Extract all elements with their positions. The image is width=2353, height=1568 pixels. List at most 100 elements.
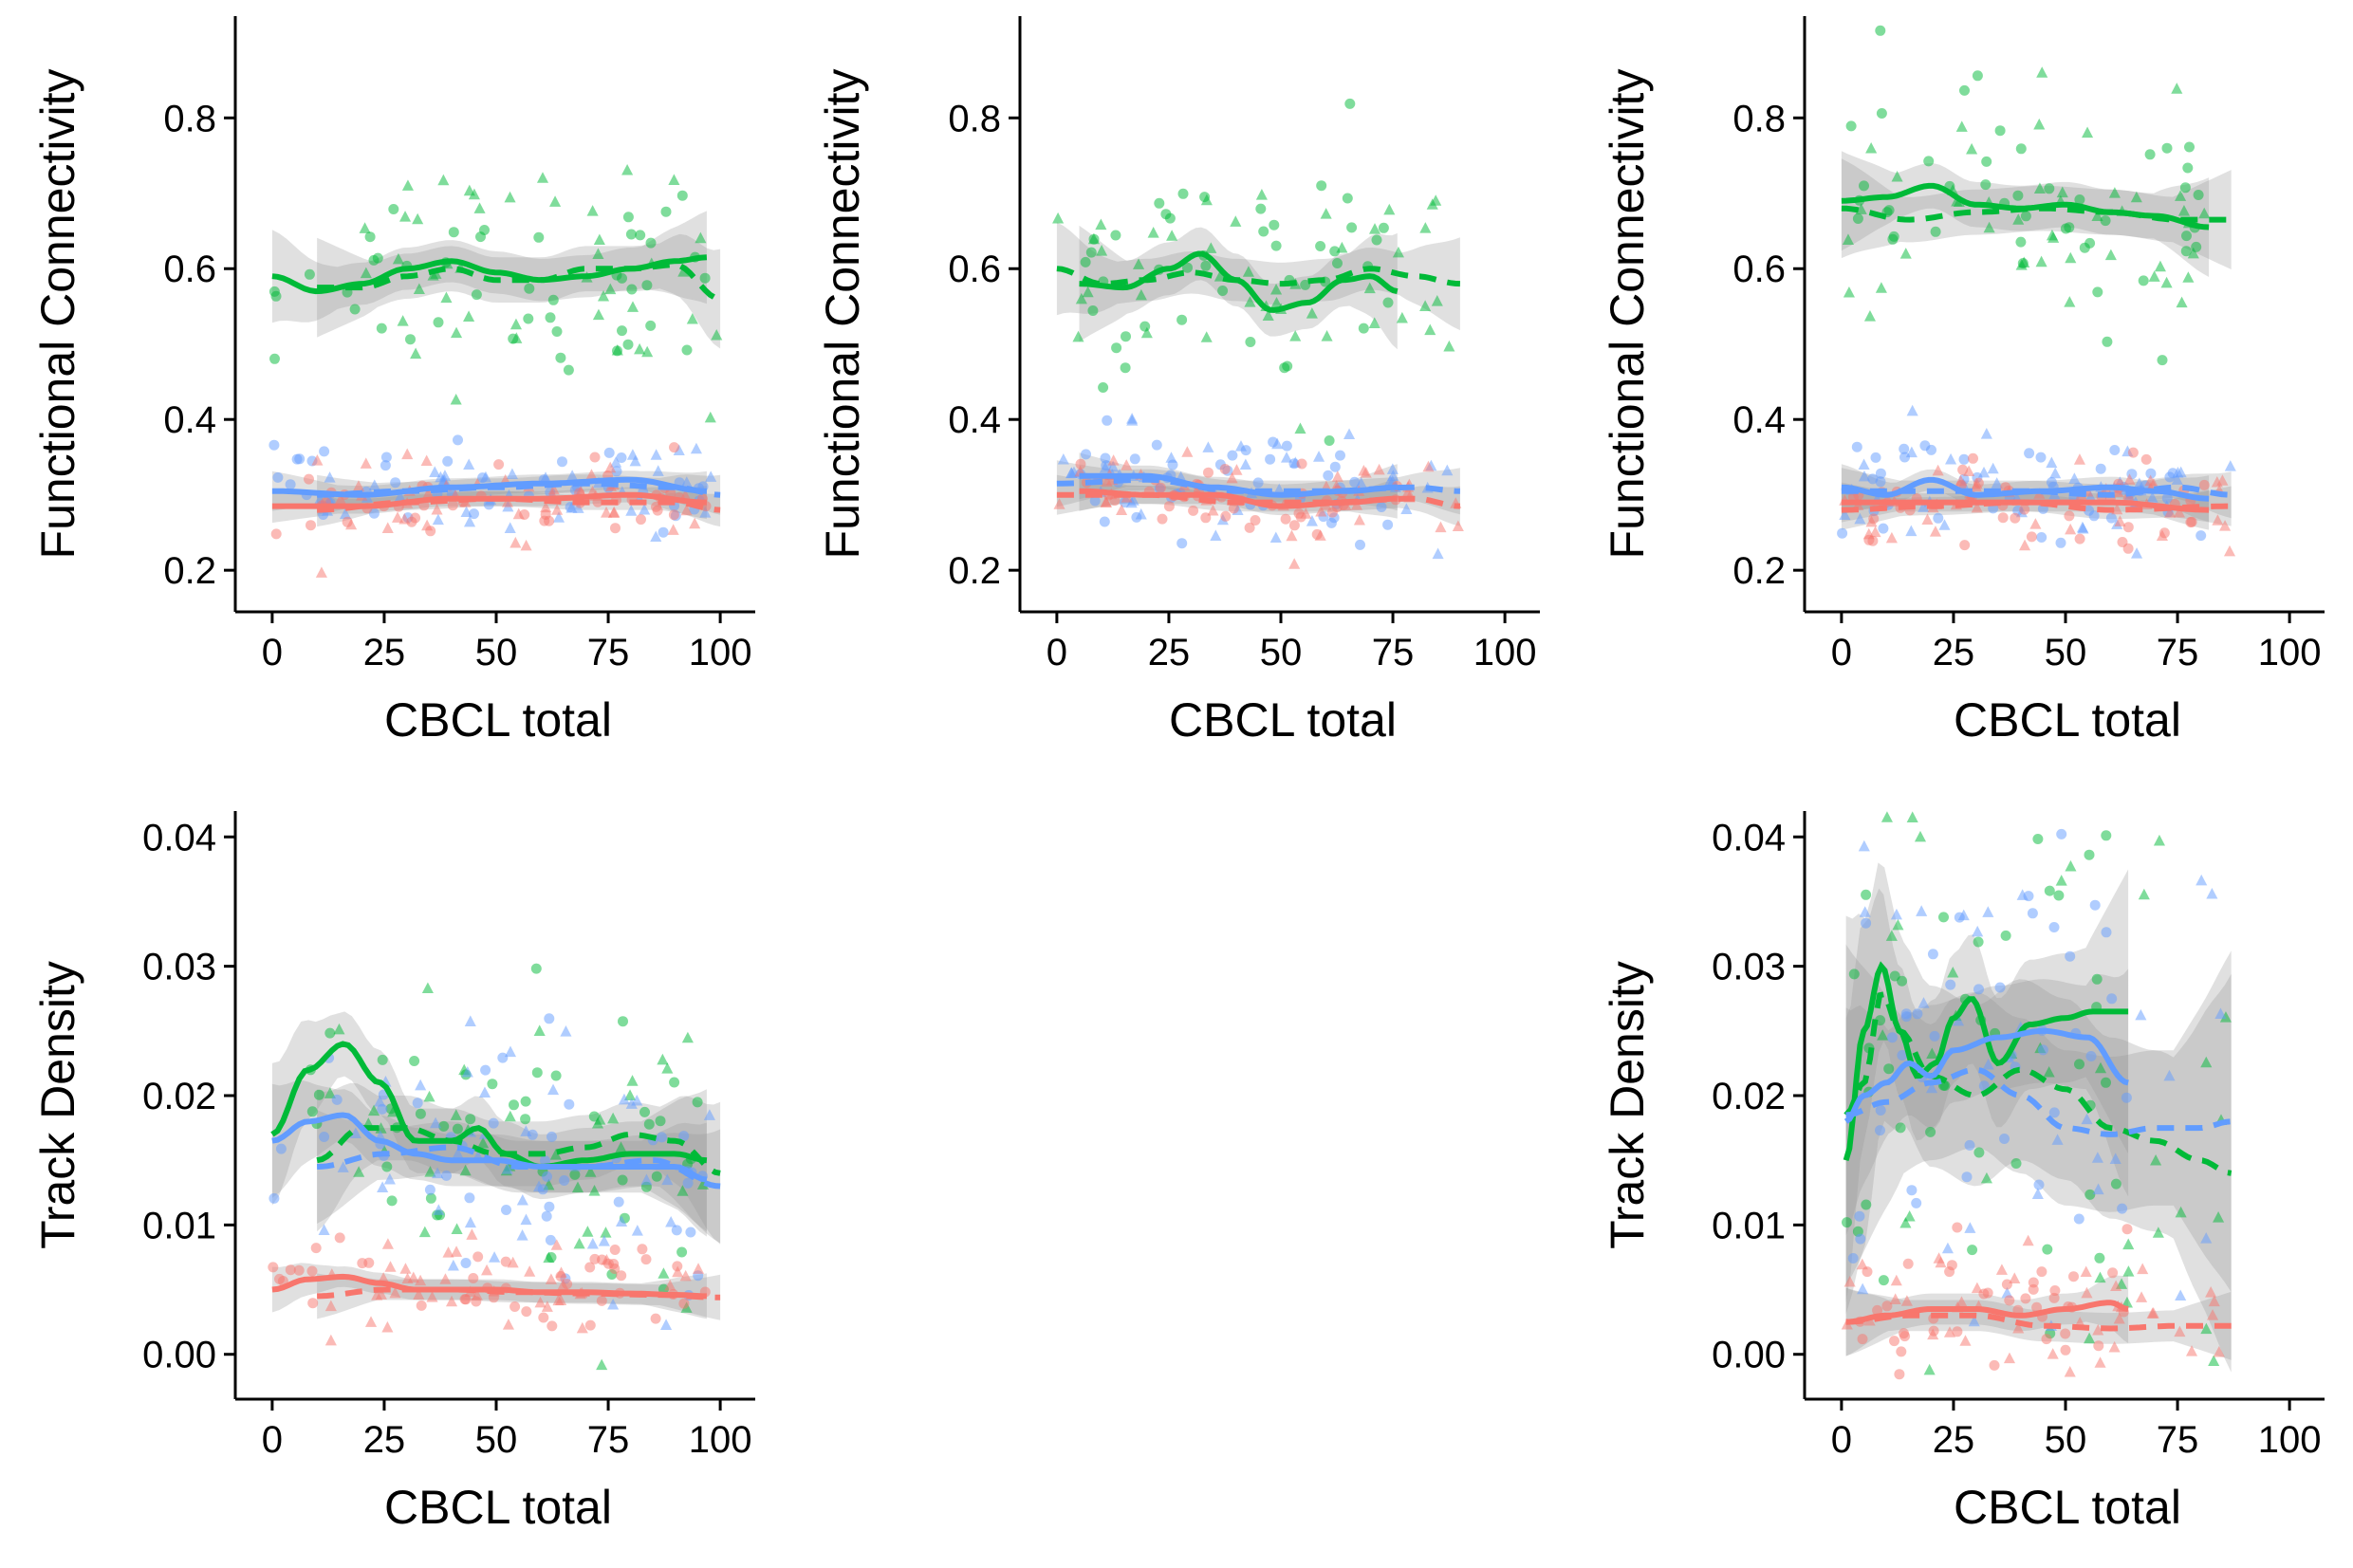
data-point — [1943, 1326, 1956, 1337]
data-point — [432, 513, 444, 526]
data-point — [634, 342, 646, 355]
data-point — [1959, 84, 1970, 96]
data-point — [1269, 219, 1280, 231]
data-point — [545, 1273, 557, 1284]
series-line-blue-dashed — [316, 1144, 721, 1190]
data-point — [2145, 468, 2157, 479]
series-line-green-dashed — [317, 262, 721, 302]
data-point — [2122, 522, 2134, 533]
data-point — [520, 539, 532, 551]
data-point — [607, 507, 620, 518]
data-point — [2092, 286, 2103, 298]
data-point — [689, 517, 701, 529]
data-point — [631, 1225, 643, 1236]
data-point — [639, 503, 651, 515]
data-point — [2180, 246, 2192, 257]
data-point — [2213, 1345, 2225, 1357]
data-point — [504, 1110, 516, 1122]
data-point — [1378, 222, 1389, 233]
data-point — [1368, 317, 1380, 328]
data-point — [2110, 1178, 2121, 1190]
data-point — [1900, 1295, 1913, 1306]
data-point — [480, 1064, 491, 1076]
data-point — [2138, 275, 2149, 286]
data-point — [618, 1016, 628, 1027]
data-point — [2148, 270, 2160, 282]
series-line-blue-dashed — [1841, 484, 2232, 498]
data-point — [468, 1273, 479, 1283]
data-point — [2121, 1224, 2133, 1235]
data-point — [310, 1243, 322, 1254]
data-point — [617, 1174, 628, 1186]
data-point — [1217, 286, 1229, 296]
data-point — [2136, 1291, 2148, 1302]
data-point — [524, 283, 535, 294]
data-point — [2146, 491, 2158, 503]
data-point — [2048, 922, 2060, 932]
data-point — [1916, 905, 1928, 916]
data-point — [2214, 1007, 2227, 1020]
panel-top-right: 0 25 50 75 100 0.2 0.4 0.6 0.8 CBCL total Function… — [1601, 16, 2325, 747]
data-point — [2101, 830, 2112, 841]
data-point — [601, 507, 613, 518]
data-point — [564, 1098, 575, 1110]
confidence-band — [1845, 1287, 2232, 1360]
confidence-band — [1845, 944, 2232, 1293]
data-point — [1876, 108, 1887, 119]
data-point — [563, 364, 574, 376]
data-point — [1891, 170, 1903, 182]
data-point — [1865, 515, 1878, 527]
data-point — [2064, 1365, 2076, 1377]
data-point — [2012, 213, 2025, 225]
data-point — [1959, 1335, 1972, 1346]
data-point — [1151, 439, 1162, 451]
data-point — [550, 1239, 563, 1250]
data-point — [274, 1273, 285, 1284]
data-point — [311, 454, 324, 466]
data-point — [1855, 1233, 1866, 1245]
data-point — [1966, 142, 1978, 155]
data-point — [1918, 997, 1930, 1008]
data-point — [1231, 464, 1243, 475]
data-point — [349, 1127, 361, 1139]
data-point — [1945, 979, 1956, 990]
data-point — [376, 323, 387, 334]
data-point — [1982, 906, 1994, 917]
data-point — [1958, 453, 1970, 465]
data-point — [1858, 458, 1870, 470]
data-point — [1857, 1282, 1869, 1295]
data-point — [2077, 522, 2089, 534]
series-line-red-dashed — [1841, 499, 2232, 513]
data-point — [2084, 1332, 2096, 1344]
data-point — [521, 1306, 532, 1318]
data-point — [1422, 460, 1435, 472]
data-point — [1869, 526, 1881, 538]
data-point — [509, 1099, 519, 1111]
data-point — [2177, 205, 2191, 216]
data-point — [2152, 1227, 2164, 1238]
data-point — [1147, 227, 1159, 238]
data-point — [1973, 936, 1984, 948]
data-point — [471, 1289, 483, 1301]
data-point — [1288, 558, 1301, 569]
data-point — [1858, 470, 1871, 482]
data-point — [604, 283, 617, 295]
data-point — [506, 468, 518, 480]
data-point — [410, 347, 422, 360]
data-point — [2200, 1056, 2213, 1068]
data-point — [1862, 527, 1875, 540]
data-point — [1980, 179, 1992, 191]
data-point — [2175, 1206, 2187, 1218]
data-point — [2198, 207, 2211, 219]
data-point — [678, 1298, 690, 1309]
data-point — [478, 1086, 491, 1098]
y-tick-label: 0.2 — [948, 550, 1001, 592]
data-point — [1080, 256, 1091, 267]
data-point — [626, 301, 639, 312]
data-point — [2100, 215, 2111, 227]
series-line-blue-dashed — [1845, 1066, 2232, 1137]
y-axis-title: Track Density — [31, 961, 84, 1249]
data-point — [1392, 246, 1404, 258]
data-point — [1387, 470, 1399, 481]
